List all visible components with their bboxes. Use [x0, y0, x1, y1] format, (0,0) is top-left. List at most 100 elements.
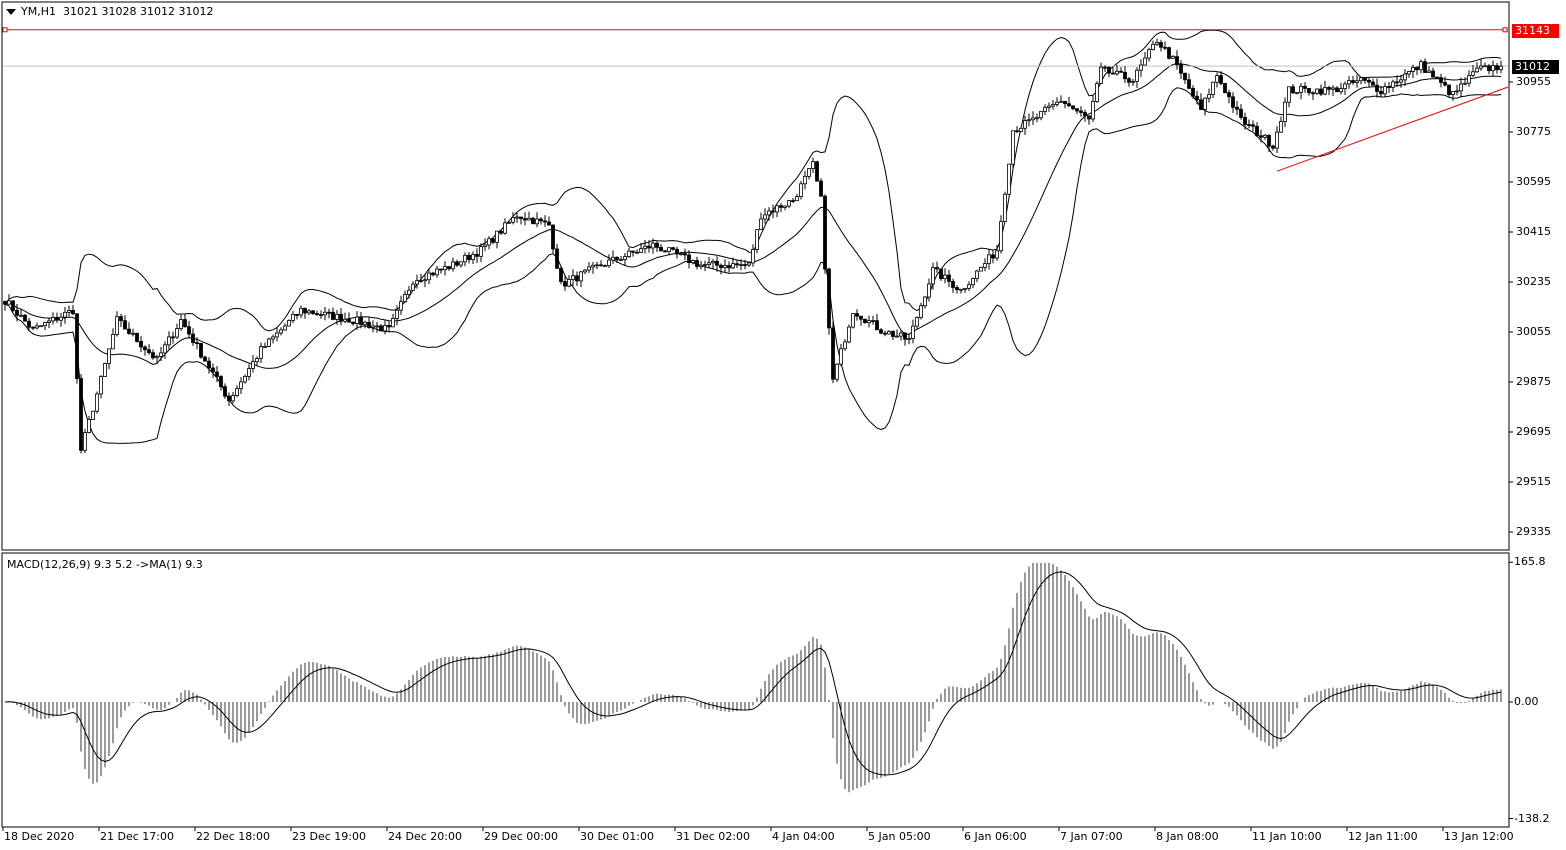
candle-body	[819, 180, 823, 197]
candle-body	[1499, 65, 1503, 71]
candle-body	[779, 205, 783, 208]
candle-body	[1487, 65, 1491, 72]
candle-body	[555, 248, 559, 269]
x-tick-label: 23 Dec 19:00	[292, 830, 366, 843]
candle-body	[1191, 87, 1195, 97]
candle-body	[1031, 117, 1035, 121]
macd-y-tick-label: 0.00	[1514, 695, 1539, 708]
candle-body	[1379, 90, 1383, 95]
candle-body	[743, 264, 747, 266]
candle-body	[751, 249, 755, 264]
candle-body	[327, 311, 331, 314]
dropdown-triangle-icon[interactable]	[6, 9, 16, 15]
candle-body	[47, 320, 51, 323]
candle-body	[835, 363, 839, 380]
candle-body	[1391, 81, 1395, 88]
candle-body	[451, 261, 455, 270]
candle-body	[1211, 81, 1215, 95]
candle-body	[1347, 80, 1351, 85]
candle-body	[1323, 87, 1327, 95]
candle-body	[495, 230, 499, 243]
candle-body	[1407, 71, 1411, 75]
candle-body	[1315, 88, 1319, 94]
axes	[2, 81, 1513, 831]
candle-body	[1403, 73, 1407, 81]
candle-body	[351, 321, 355, 324]
candle-body	[227, 395, 231, 402]
candle-body	[1271, 145, 1275, 149]
candle-body	[807, 168, 811, 177]
candle-body	[615, 256, 619, 261]
candle-body	[771, 210, 775, 213]
candle-body	[711, 260, 715, 264]
candle-body	[427, 272, 431, 281]
candle-body	[1047, 105, 1051, 109]
y-tick-label: 29515	[1516, 475, 1551, 488]
candle-body	[999, 221, 1003, 252]
candle-body	[195, 342, 199, 345]
candle-body	[291, 313, 295, 321]
candle-body	[59, 316, 63, 321]
candle-body	[459, 261, 463, 266]
candle-body	[319, 314, 323, 316]
candle-body	[1399, 79, 1403, 83]
candle-body	[691, 260, 695, 263]
candle-body	[1135, 69, 1139, 82]
candle-body	[907, 338, 911, 341]
candle-body	[83, 432, 87, 451]
candle-body	[39, 325, 43, 328]
candle-body	[647, 245, 651, 249]
candle-body	[183, 319, 187, 328]
macd-y-tick-label: -138.2	[1514, 811, 1550, 825]
candle-body	[571, 275, 575, 280]
candle-body	[579, 271, 583, 282]
candle-body	[995, 250, 999, 259]
candle-body	[411, 283, 415, 291]
candle-body	[395, 309, 399, 319]
candle-body	[1447, 84, 1451, 96]
candle-body	[1235, 106, 1239, 110]
candle-body	[1343, 83, 1347, 90]
candle-body	[1087, 115, 1091, 120]
candle-body	[1383, 86, 1387, 95]
candle-body	[1263, 134, 1267, 138]
candle-body	[943, 274, 947, 280]
candle-body	[1431, 70, 1435, 78]
x-tick-label: 6 Jan 06:00	[964, 830, 1027, 843]
candle-body	[747, 262, 751, 266]
candle-body	[439, 268, 443, 271]
candle-body	[403, 294, 407, 303]
candle-body	[839, 348, 843, 365]
candle-body	[1319, 88, 1323, 95]
candle-body	[379, 325, 383, 332]
candle-body	[447, 266, 451, 270]
candle-body	[695, 260, 699, 267]
x-tick-label: 8 Jan 08:00	[1156, 830, 1219, 843]
y-tick-label: 30595	[1516, 175, 1551, 188]
candle-body	[611, 256, 615, 261]
candle-body	[519, 216, 523, 220]
candle-body	[1199, 99, 1203, 110]
candle-body	[955, 287, 959, 291]
candle-body	[131, 332, 135, 335]
candle-body	[1003, 193, 1007, 223]
x-tick-label: 13 Jan 12:00	[1444, 830, 1514, 843]
candle-body	[51, 317, 55, 322]
candle-body	[719, 264, 723, 269]
candle-body	[547, 221, 551, 226]
candle-body	[1083, 112, 1087, 117]
candle-body	[339, 313, 343, 322]
support-trendline	[1276, 86, 1509, 172]
candle-body	[927, 283, 931, 298]
x-tick-label: 29 Dec 00:00	[484, 830, 558, 843]
candle-body	[467, 254, 471, 261]
candle-body	[391, 318, 395, 328]
candle-body	[1171, 56, 1175, 59]
candle-body	[443, 266, 447, 271]
candle-body	[707, 262, 711, 265]
candle-body	[619, 259, 623, 261]
candle-body	[1339, 88, 1343, 93]
candle-body	[1255, 125, 1259, 137]
x-tick-label: 4 Jan 04:00	[772, 830, 835, 843]
